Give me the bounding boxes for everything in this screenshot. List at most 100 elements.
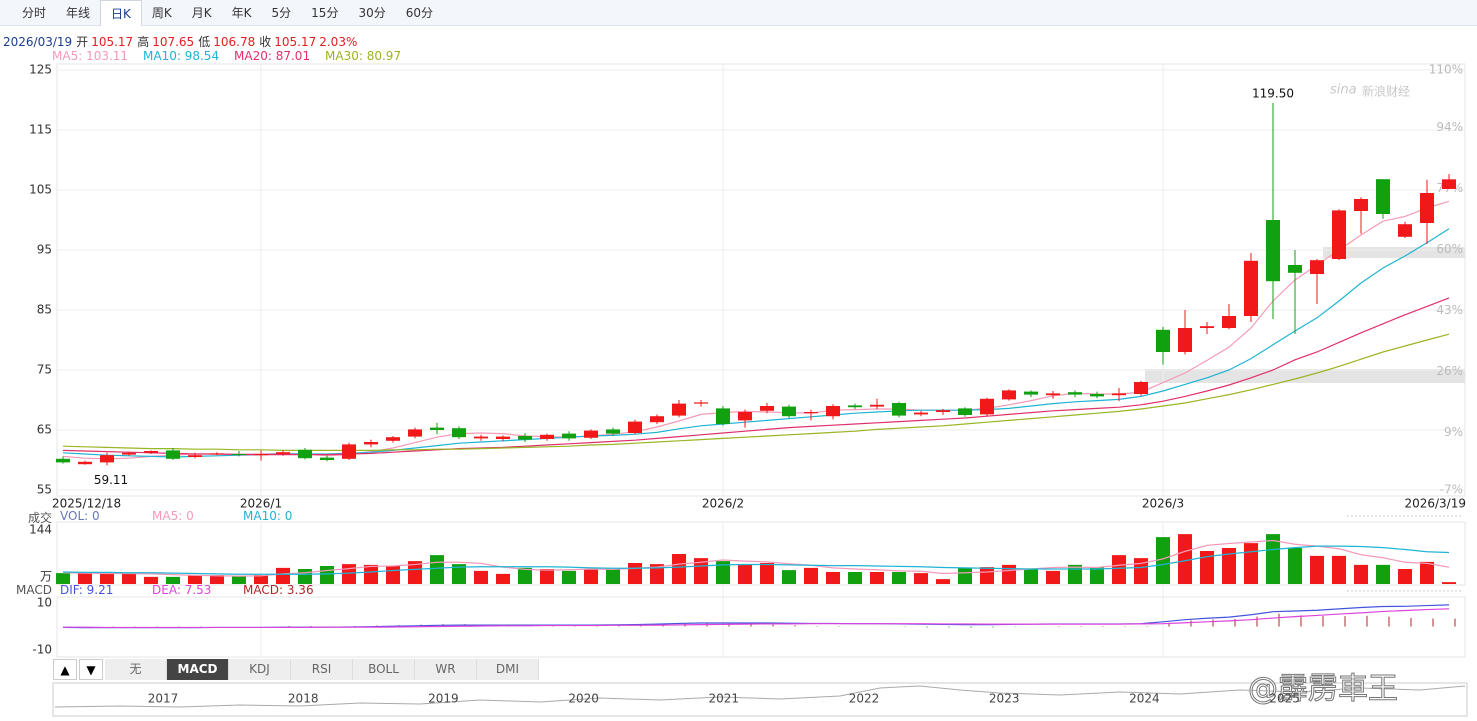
y-tick-label: 105 — [29, 183, 52, 197]
candle-body — [320, 457, 334, 460]
volume-bar — [298, 569, 312, 584]
candle-body — [1266, 220, 1280, 282]
arrow-button[interactable]: ▲ — [53, 659, 77, 680]
indicator-tab[interactable]: MACD — [167, 659, 229, 680]
quote-change: 2.03% — [319, 35, 358, 49]
candle-body — [474, 436, 488, 439]
candle-body — [452, 428, 466, 438]
ma-line — [62, 333, 1450, 451]
legend-name: VOL — [60, 509, 88, 523]
x-tick-label: 2026/3/19 — [1404, 497, 1466, 511]
candle-body — [188, 455, 202, 457]
candle-body — [1178, 328, 1192, 352]
candle-body — [1442, 179, 1456, 189]
candle-body — [1244, 260, 1258, 316]
candle-body — [1288, 265, 1302, 273]
legend-value: 87.01 — [275, 49, 311, 63]
period-tab[interactable]: 日K — [100, 0, 142, 26]
period-tab[interactable]: 60分 — [405, 6, 434, 20]
volume-bar — [628, 563, 642, 584]
candle-body — [1112, 393, 1126, 396]
candle-body — [210, 453, 224, 455]
volume-bar — [1222, 548, 1236, 584]
candle-body — [56, 458, 70, 463]
y-tick-label: 55 — [37, 483, 52, 497]
period-tab[interactable]: 分时 — [22, 6, 47, 20]
indicator-tab[interactable]: RSI — [291, 659, 353, 680]
legend-name: DIF — [60, 583, 83, 597]
legend-item: MACD 3.36 — [243, 583, 314, 597]
x-tick-label: 2026/1 — [240, 497, 282, 511]
x-tick-label: 2025/12/18 — [52, 497, 121, 511]
indicator-tab[interactable]: 无 — [105, 659, 167, 680]
volume-bar — [1200, 551, 1214, 584]
volume-bar — [1310, 555, 1324, 584]
volume-bar — [1178, 534, 1192, 584]
volume-bar — [826, 572, 840, 584]
period-tab[interactable]: 30分 — [358, 6, 386, 20]
indicator-tab[interactable]: DMI — [477, 659, 539, 680]
legend-value: 98.54 — [184, 49, 220, 63]
volume-bar — [540, 569, 554, 584]
volume-bar — [254, 575, 268, 584]
candle-body — [166, 450, 180, 459]
candle-body — [650, 416, 664, 423]
quote-value: 105.17 — [274, 35, 317, 49]
indicator-tab[interactable]: WR — [415, 659, 477, 680]
volume-bar — [408, 561, 422, 584]
legend-value: 7.53 — [184, 583, 212, 597]
candle-body — [298, 449, 312, 459]
logo-name: 新浪财经 — [1362, 84, 1410, 99]
volume-bar — [914, 573, 928, 584]
ma-line — [62, 200, 1450, 460]
candle-body — [100, 455, 114, 463]
macd-frame — [56, 596, 1466, 658]
volume-bar — [848, 572, 862, 584]
arrow-button[interactable]: ▼ — [79, 659, 103, 680]
candle-body — [738, 412, 752, 421]
navigator-year: 2025 — [1269, 692, 1300, 706]
indicator-tab[interactable]: BOLL — [353, 659, 415, 680]
range-band — [1323, 247, 1465, 258]
period-tab[interactable]: 周K — [151, 6, 172, 20]
volume-bar — [892, 572, 906, 584]
volume-bar — [166, 576, 180, 584]
navigator-year: 2018 — [288, 692, 319, 706]
period-tab[interactable]: 年线 — [66, 6, 91, 20]
y-tick-label: 125 — [29, 63, 52, 77]
volume-bar — [276, 567, 290, 584]
period-tab[interactable]: 年K — [231, 6, 252, 20]
panel-title: MACD — [16, 583, 52, 597]
price-frame — [56, 63, 1466, 497]
indicator-tab[interactable]: KDJ — [229, 659, 291, 680]
period-tab[interactable]: 5分 — [271, 6, 292, 20]
y-tick-label: 115 — [29, 123, 52, 137]
legend-value: 0 — [284, 509, 293, 523]
legend-name: MA5 — [52, 49, 82, 63]
candle-body — [430, 427, 444, 430]
navigator — [52, 682, 1468, 717]
navigator-year: 2020 — [568, 692, 599, 706]
candle-body — [78, 461, 92, 465]
navigator-year: 2017 — [148, 692, 179, 706]
candle-body — [716, 408, 730, 424]
candle-body — [364, 442, 378, 445]
period-tab[interactable]: 15分 — [311, 6, 339, 20]
navigator-line — [54, 685, 1466, 708]
navigator-year: 2024 — [1129, 692, 1160, 706]
volume-bar — [1156, 537, 1170, 584]
navigator-year: 2023 — [989, 692, 1020, 706]
volume-bar — [1420, 561, 1434, 584]
macd-line — [63, 608, 1450, 629]
legend-item: MA20 87.01 — [234, 49, 310, 63]
volume-bar — [650, 564, 664, 584]
volume-bar — [342, 564, 356, 584]
legend-item: MA10 98.54 — [143, 49, 219, 63]
volume-bar — [78, 573, 92, 584]
period-tab[interactable]: 月K — [191, 6, 212, 20]
period-tabs: 分时 年线 日K 周K 月K 年K 5分 15分 30分 60分 — [0, 0, 1477, 26]
navigator-year: 2022 — [849, 692, 880, 706]
volume-bar — [584, 569, 598, 584]
y-tick-label: 85 — [37, 303, 52, 317]
volume-bar — [672, 554, 686, 584]
